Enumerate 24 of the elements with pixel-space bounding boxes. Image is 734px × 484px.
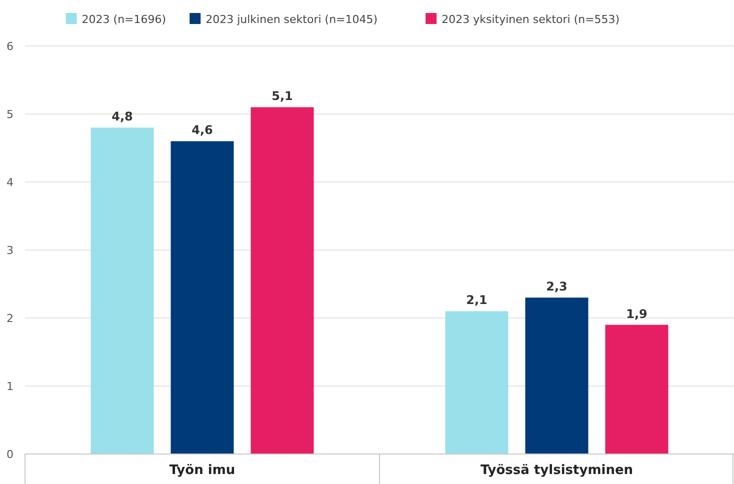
y-tick-label: 4 [6,176,14,189]
x-tick-label: Työssä tylsistyminen [480,463,634,478]
data-label: 4,6 [192,123,213,138]
bar [250,107,314,454]
data-label: 2,1 [466,293,488,308]
y-tick-label: 1 [6,380,14,393]
y-tick-label: 6 [6,40,14,53]
legend-label: 2023 yksityinen sektori (n=553) [442,13,620,26]
legend-label: 2023 julkinen sektori (n=1045) [206,13,378,26]
y-tick-label: 0 [6,448,14,461]
bar [445,311,508,454]
data-label: 1,9 [626,306,648,321]
bar [170,141,234,454]
y-tick-label: 5 [6,108,14,121]
data-label: 5,1 [272,89,293,104]
x-tick-label: Työn imu [169,463,236,478]
legend-label: 2023 (n=1696) [82,13,166,26]
data-label: 4,8 [112,110,133,124]
bar [525,298,588,454]
y-tick-label: 3 [6,244,14,257]
data-label: 2,3 [546,280,568,294]
y-tick-label: 2 [6,312,14,325]
bar [605,324,668,454]
bar [90,128,154,454]
